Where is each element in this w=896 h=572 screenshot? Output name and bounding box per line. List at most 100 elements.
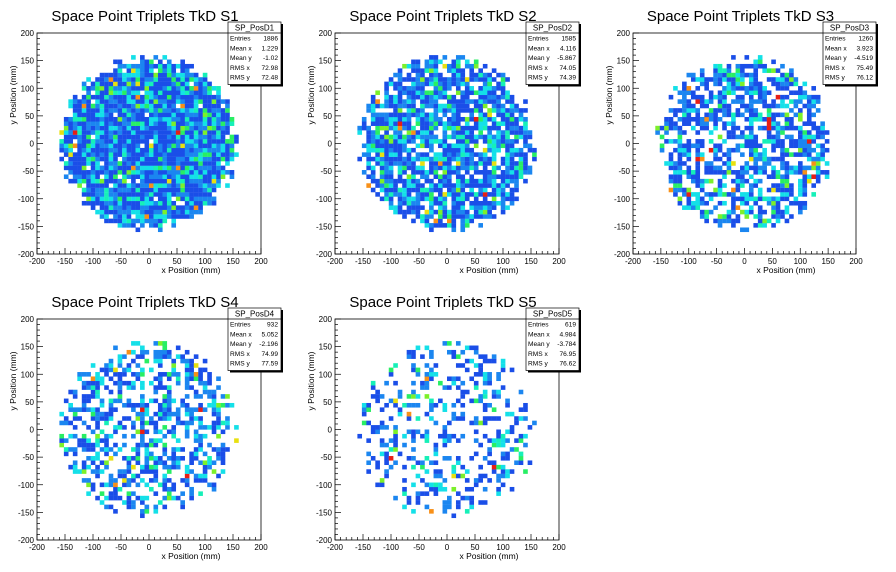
histogram-bin [388, 139, 394, 144]
histogram-bin [229, 134, 235, 140]
histogram-bin [469, 147, 475, 153]
histogram-bin [193, 451, 199, 457]
histogram-bin [149, 103, 154, 109]
histogram-bin [740, 99, 745, 104]
histogram-bin [411, 402, 416, 408]
histogram-bin [726, 121, 732, 126]
histogram-bin [149, 416, 154, 421]
histogram-bin [518, 116, 524, 122]
histogram-bin [415, 394, 421, 399]
histogram-bin [180, 165, 185, 171]
histogram-bin [153, 504, 159, 510]
histogram-bin [668, 108, 674, 113]
histogram-bin [464, 147, 470, 153]
histogram-bin [491, 161, 497, 166]
histogram-bin [677, 108, 683, 113]
histogram-bin [379, 139, 385, 144]
histogram-bin [722, 218, 727, 224]
histogram-bin [518, 134, 524, 140]
histogram-bin [90, 103, 96, 109]
histogram-bin [108, 139, 114, 144]
histogram-bin [677, 143, 683, 149]
histogram-bin [659, 143, 665, 149]
histogram-bin [95, 165, 100, 171]
histogram-bin [149, 174, 154, 180]
histogram-bin [690, 116, 696, 122]
histogram-bin [95, 108, 100, 113]
histogram-bin [682, 205, 687, 210]
histogram-bin [464, 63, 470, 69]
histogram-bin [117, 108, 123, 113]
histogram-bin [722, 200, 727, 206]
histogram-bin [686, 99, 692, 104]
histogram-bin [695, 147, 701, 153]
histogram-bin [149, 192, 154, 197]
histogram-bin [824, 139, 830, 144]
histogram-bin [117, 161, 123, 166]
histogram-bin [379, 394, 385, 399]
histogram-bin [117, 81, 123, 87]
histogram-panel-4: Space Point Triplets TkD S4-200 -150 -100-… [8, 294, 283, 561]
histogram-bin [175, 407, 181, 412]
histogram-bin [451, 416, 457, 421]
histogram-bin [180, 134, 185, 140]
histogram-bin [455, 363, 461, 368]
histogram-bin [726, 103, 732, 109]
histogram-bin [420, 187, 425, 193]
histogram-bin [95, 170, 100, 175]
histogram-bin [198, 192, 203, 197]
histogram-bin [225, 420, 230, 426]
histogram-bin [793, 196, 799, 202]
histogram-bin [216, 420, 221, 426]
histogram-bin [397, 81, 403, 87]
histogram-bin [180, 156, 185, 162]
histogram-bin [104, 99, 109, 104]
histogram-bin [505, 192, 510, 197]
histogram-bin [366, 451, 371, 457]
histogram-bin [713, 63, 718, 69]
histogram-bin [86, 425, 91, 430]
histogram-bin [144, 407, 150, 412]
histogram-bin [509, 125, 515, 131]
histogram-bin [757, 116, 763, 122]
histogram-bin [140, 81, 145, 87]
histogram-bin [393, 442, 398, 448]
histogram-bin [207, 394, 212, 399]
histogram-bin [216, 152, 221, 157]
histogram-bin [784, 196, 790, 202]
histogram-bin [682, 187, 687, 193]
histogram-bin [135, 354, 141, 359]
histogram-bin [108, 125, 114, 131]
histogram-bin [171, 152, 177, 157]
histogram-bin [131, 464, 136, 470]
histogram-bin [487, 451, 492, 457]
histogram-bin [162, 349, 168, 355]
histogram-bin [478, 192, 483, 197]
histogram-bin [429, 376, 434, 382]
histogram-bin [406, 103, 412, 109]
histogram-bin [211, 200, 217, 206]
histogram-bin [478, 170, 483, 175]
histogram-bin [402, 183, 407, 188]
histogram-bin [757, 156, 763, 162]
histogram-bin [424, 90, 430, 96]
histogram-bin [104, 196, 109, 202]
histogram-bin [762, 86, 767, 91]
histogram-bin [424, 103, 430, 109]
histogram-bin [699, 214, 705, 219]
histogram-bin [189, 108, 194, 113]
histogram-bin [99, 139, 105, 144]
histogram-panel-1: Space Point Triplets TkD S1-200 -150 -100-… [8, 8, 283, 275]
histogram-bin [455, 473, 461, 479]
histogram-bin [447, 134, 452, 140]
histogram-bin [207, 389, 212, 395]
histogram-bin [668, 94, 674, 100]
histogram-bin [509, 178, 515, 184]
histogram-bin [149, 398, 154, 404]
histogram-bin [811, 183, 817, 188]
histogram-bin [695, 94, 701, 100]
histogram-bin [491, 214, 497, 219]
histogram-bin [72, 152, 78, 157]
histogram-bin [149, 143, 154, 149]
histogram-bin [775, 209, 781, 215]
